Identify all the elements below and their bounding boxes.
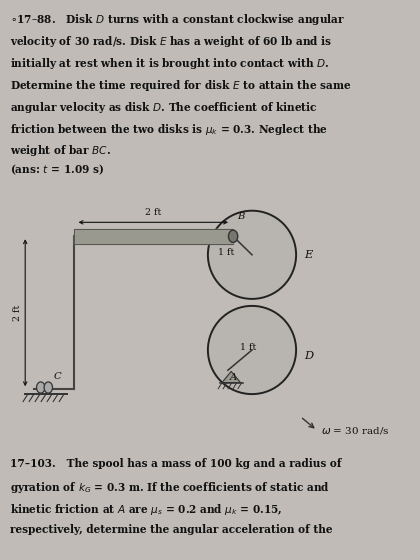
Text: 1 ft: 1 ft: [218, 249, 234, 258]
FancyArrow shape: [74, 229, 233, 244]
Text: 1 ft: 1 ft: [241, 343, 257, 352]
Text: velocity of 30 rad/s. Disk $E$ has a weight of 60 lb and is: velocity of 30 rad/s. Disk $E$ has a wei…: [10, 34, 333, 49]
Text: 17–103.   The spool has a mass of 100 kg and a radius of: 17–103. The spool has a mass of 100 kg a…: [10, 458, 342, 469]
Text: $\omega$ = 30 rad/s: $\omega$ = 30 rad/s: [321, 425, 390, 436]
Circle shape: [37, 382, 45, 393]
Text: D: D: [304, 351, 314, 361]
Ellipse shape: [208, 306, 296, 394]
Text: C: C: [53, 372, 61, 381]
Text: Determine the time required for disk $E$ to attain the same: Determine the time required for disk $E$…: [10, 78, 352, 93]
Text: A: A: [230, 373, 237, 382]
Ellipse shape: [208, 211, 296, 299]
Polygon shape: [222, 371, 241, 382]
Text: respectively, determine the angular acceleration of the: respectively, determine the angular acce…: [10, 524, 333, 535]
Text: weight of bar $BC$.: weight of bar $BC$.: [10, 143, 112, 158]
Text: 2 ft: 2 ft: [145, 208, 161, 217]
Text: E: E: [304, 250, 313, 260]
Text: kinetic friction at $A$ are $\mu_s$ = 0.2 and $\mu_k$ = 0.15,: kinetic friction at $A$ are $\mu_s$ = 0.…: [10, 502, 283, 517]
Text: gyration of $k_G$ = 0.3 m. If the coefficients of static and: gyration of $k_G$ = 0.3 m. If the coeffi…: [10, 480, 330, 495]
Text: 2 ft: 2 ft: [13, 305, 22, 321]
Text: (ans: $t$ = 1.09 s): (ans: $t$ = 1.09 s): [10, 162, 105, 177]
Text: initially at rest when it is brought into contact with $D$.: initially at rest when it is brought int…: [10, 56, 330, 71]
Text: angular velocity as disk $D$. The coefficient of kinetic: angular velocity as disk $D$. The coeffi…: [10, 100, 318, 115]
Circle shape: [228, 230, 238, 242]
Text: $\circ$17–88.   Disk $D$ turns with a constant clockwise angular: $\circ$17–88. Disk $D$ turns with a cons…: [10, 12, 346, 27]
Text: B: B: [237, 212, 245, 221]
Text: friction between the two disks is $\mu_k$ = 0.3. Neglect the: friction between the two disks is $\mu_k…: [10, 122, 328, 137]
Circle shape: [44, 382, 52, 393]
